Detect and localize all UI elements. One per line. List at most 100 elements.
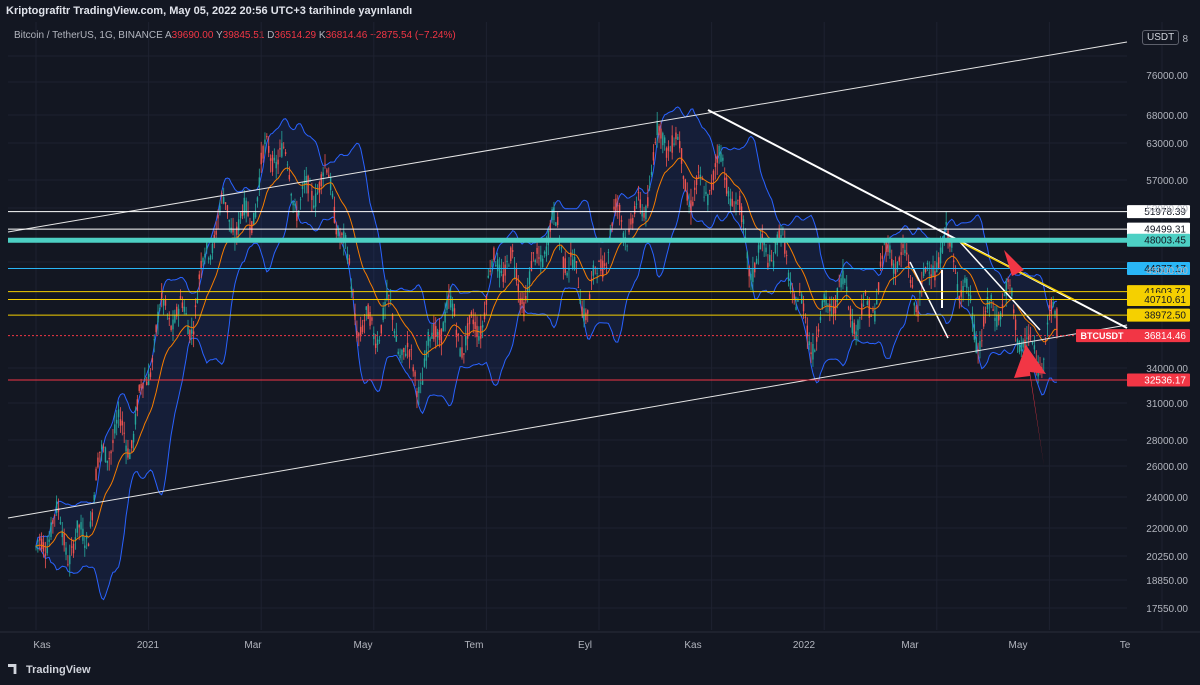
candle-body	[979, 341, 981, 350]
currency-badge[interactable]: USDT	[1142, 30, 1180, 45]
candle-body	[457, 333, 459, 336]
candle-body	[613, 206, 615, 210]
candle-body	[797, 299, 799, 302]
candle-body	[626, 245, 628, 247]
symbol-tag-label: BTCUSDT	[1081, 331, 1124, 341]
candle-body	[301, 186, 304, 189]
candle-body	[585, 312, 587, 321]
candle-body	[189, 329, 191, 340]
candle-body	[1024, 339, 1026, 352]
candle-body	[729, 198, 732, 206]
candle-body	[853, 322, 855, 334]
candle-body	[572, 259, 574, 268]
candle-body	[106, 460, 109, 463]
candle-body	[78, 524, 80, 528]
candle-body	[397, 351, 399, 354]
symbol-ohlc-legend[interactable]: Bitcoin / TetherUS, 1G, BINANCE A39690.0…	[14, 30, 456, 41]
candle-body	[632, 218, 634, 224]
candle-body	[146, 381, 148, 386]
candle-body	[320, 174, 322, 187]
candle-body	[74, 537, 77, 541]
candle-body	[386, 291, 388, 301]
candle-body	[915, 306, 917, 312]
candle-body	[435, 326, 437, 338]
candle-body	[277, 159, 279, 165]
candle-body	[313, 205, 315, 208]
x-axis-tick: Mar	[244, 640, 262, 651]
candle-body	[149, 372, 152, 377]
candle-body	[451, 303, 454, 312]
candle-body	[896, 261, 899, 270]
candle-body	[136, 399, 139, 411]
candle-body	[842, 270, 844, 285]
candle-body	[388, 295, 390, 296]
open-label: A	[165, 30, 172, 41]
candle-body	[172, 319, 174, 330]
candle-body	[489, 270, 491, 273]
candle-body	[757, 245, 760, 253]
candle-body	[671, 135, 673, 153]
level-price-tag	[1127, 205, 1190, 219]
y-axis-tick: 31000.00	[1146, 399, 1188, 410]
candle-body	[847, 307, 850, 309]
candle-body	[746, 252, 748, 259]
candle-body	[881, 255, 884, 259]
close-label: K	[318, 30, 326, 41]
candle-body	[600, 259, 602, 271]
x-axis-tick: Kas	[684, 640, 701, 651]
candle-body	[418, 386, 420, 394]
red-arrow-small	[1004, 250, 1024, 276]
candle-body	[876, 299, 878, 305]
candle-body	[228, 219, 230, 222]
candle-body	[763, 240, 765, 246]
candle-body	[48, 539, 50, 542]
candle-body	[341, 233, 343, 235]
candle-body	[902, 244, 904, 249]
tradingview-logo[interactable]: TradingView	[8, 664, 91, 676]
candle-body	[309, 181, 311, 182]
candle-body	[61, 530, 63, 538]
symbol-tag	[1076, 329, 1128, 343]
candle-body	[264, 139, 266, 145]
candle-body	[907, 261, 910, 268]
candle-body	[588, 294, 591, 300]
candle-body	[72, 543, 75, 554]
candle-body	[663, 137, 666, 143]
y-axis-tick: 18850.00	[1146, 576, 1188, 587]
candle-body	[207, 258, 210, 260]
candle-body	[926, 262, 929, 265]
candle-body	[542, 258, 544, 268]
candle-body	[1016, 339, 1019, 345]
candle-body	[352, 297, 354, 299]
candle-body	[230, 227, 232, 233]
candle-body	[761, 233, 763, 239]
candle-body	[37, 540, 39, 542]
candle-body	[889, 245, 891, 253]
candle-body	[42, 542, 45, 552]
y-axis-tick: 68000.00	[1146, 111, 1188, 122]
candle-body	[405, 353, 407, 356]
candle-body	[654, 141, 656, 143]
candle-body	[815, 336, 818, 342]
candle-body	[998, 315, 1000, 321]
candle-body	[633, 205, 636, 215]
candle-body	[200, 260, 202, 270]
candle-body	[1050, 298, 1052, 314]
x-axis-tick: Tem	[465, 640, 484, 651]
candle-body	[714, 163, 717, 168]
candle-body	[433, 324, 435, 340]
candle-body	[667, 146, 670, 151]
candle-body	[245, 200, 247, 214]
candle-body	[1003, 294, 1006, 296]
candle-body	[677, 136, 679, 140]
candle-body	[936, 262, 938, 273]
candle-body	[237, 219, 240, 231]
candle-body	[99, 451, 101, 453]
candle-body	[403, 347, 405, 353]
candle-body	[328, 174, 330, 178]
candle-body	[371, 317, 373, 321]
candle-body	[1031, 341, 1034, 344]
level-price-tag	[1127, 261, 1190, 275]
candle-body	[787, 272, 790, 282]
